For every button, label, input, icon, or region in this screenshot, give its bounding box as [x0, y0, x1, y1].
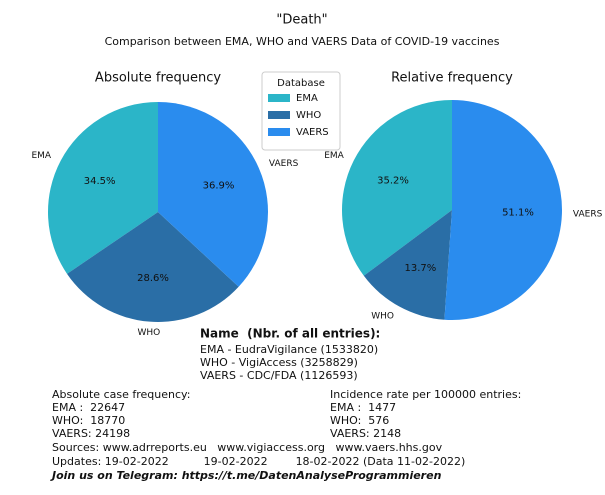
pie-title: Absolute frequency — [95, 71, 221, 86]
pie-title: Relative frequency — [391, 71, 513, 86]
slice-label: WHO — [371, 312, 394, 322]
right-line: Incidence rate per 100000 entries: — [330, 388, 521, 401]
legend-label: EMA — [296, 93, 318, 104]
websites: Sources: www.adrreports.eu www.vigiacces… — [52, 441, 443, 454]
pie-slice — [158, 102, 268, 287]
value-label: 28.6% — [137, 273, 169, 284]
info-heading: Name (Nbr. of all entries): — [200, 327, 380, 341]
source-line: VAERS - CDC/FDA (1126593) — [200, 369, 358, 382]
pie-slice — [342, 100, 452, 276]
right-line: VAERS: 2148 — [330, 427, 401, 440]
value-label: 35.2% — [377, 175, 409, 186]
right-line: EMA : 1477 — [330, 401, 396, 414]
telegram: Join us on Telegram: https://t.me/DatenA… — [50, 469, 442, 482]
legend-swatch — [268, 128, 290, 136]
source-line: WHO - VigiAccess (3258829) — [200, 356, 358, 369]
left-line: Absolute case frequency: — [52, 388, 190, 401]
left-line: EMA : 22647 — [52, 401, 125, 414]
legend-title: Database — [277, 78, 325, 89]
value-label: 34.5% — [84, 176, 116, 187]
slice-label: WHO — [138, 328, 161, 338]
left-line: VAERS: 24198 — [52, 427, 130, 440]
legend-label: WHO — [296, 110, 321, 121]
legend-swatch — [268, 94, 290, 102]
source-line: EMA - EudraVigilance (1533820) — [200, 343, 378, 356]
slice-label: EMA — [31, 151, 51, 161]
title: "Death" — [276, 13, 327, 28]
value-label: 51.1% — [502, 207, 534, 218]
pie-slice — [67, 212, 239, 322]
slice-label: VAERS — [269, 159, 299, 169]
pie-slice — [363, 210, 452, 320]
right-line: WHO: 576 — [330, 414, 389, 427]
legend-swatch — [268, 111, 290, 119]
pie-slice — [444, 100, 563, 320]
value-label: 13.7% — [404, 263, 436, 274]
left-line: WHO: 18770 — [52, 414, 125, 427]
slice-label: VAERS — [573, 210, 603, 220]
pie-slice — [48, 102, 158, 274]
slice-label: EMA — [324, 151, 344, 161]
subtitle: Comparison between EMA, WHO and VAERS Da… — [105, 35, 500, 48]
value-label: 36.9% — [203, 181, 235, 192]
legend-label: VAERS — [296, 127, 329, 138]
updates: Updates: 19-02-2022 19-02-2022 18-02-202… — [52, 455, 465, 468]
